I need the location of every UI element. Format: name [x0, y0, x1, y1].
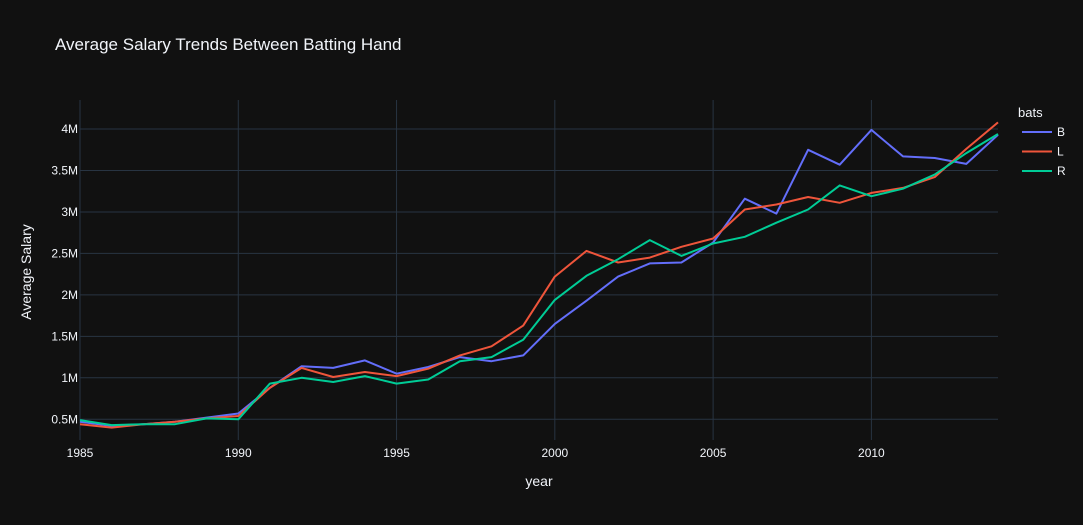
chart-title: Average Salary Trends Between Batting Ha… — [55, 35, 402, 54]
x-tick-label: 2005 — [700, 446, 727, 460]
series-line-B[interactable] — [79, 128, 999, 427]
y-tick-label: 0.5M — [51, 412, 78, 426]
x-tick-label: 1985 — [67, 446, 94, 460]
y-tick-label: 1.5M — [51, 329, 78, 343]
x-gridlines — [79, 100, 872, 440]
legend-label: B — [1057, 125, 1065, 139]
x-tick-label: 2010 — [858, 446, 885, 460]
x-axis-ticks: 1985 1990 1995 2000 2005 2010 — [67, 446, 885, 460]
legend-label: L — [1057, 145, 1064, 159]
series-line-L[interactable] — [79, 121, 999, 429]
y-gridlines — [80, 128, 998, 420]
legend-item-R[interactable]: R — [1022, 164, 1066, 178]
legend-item-B[interactable]: B — [1022, 125, 1065, 139]
legend[interactable]: bats BLR — [1018, 105, 1066, 178]
legend-title: bats — [1018, 105, 1043, 120]
y-axis-ticks: 0.5M 1M 1.5M 2M 2.5M 3M 3.5M 4M — [51, 122, 78, 426]
y-tick-label: 3M — [61, 205, 78, 219]
x-axis-title: year — [525, 473, 553, 489]
x-tick-label: 2000 — [541, 446, 568, 460]
x-tick-label: 1990 — [225, 446, 252, 460]
x-tick-label: 1995 — [383, 446, 410, 460]
y-axis-title: Average Salary — [18, 224, 34, 319]
series-lines — [79, 121, 999, 429]
y-tick-label: 2M — [61, 288, 78, 302]
y-tick-label: 1M — [61, 371, 78, 385]
series-line-R[interactable] — [79, 133, 999, 427]
y-tick-label: 2.5M — [51, 246, 78, 260]
y-tick-label: 3.5M — [51, 163, 78, 177]
legend-item-L[interactable]: L — [1022, 145, 1064, 159]
legend-label: R — [1057, 164, 1066, 178]
y-tick-label: 4M — [61, 122, 78, 136]
